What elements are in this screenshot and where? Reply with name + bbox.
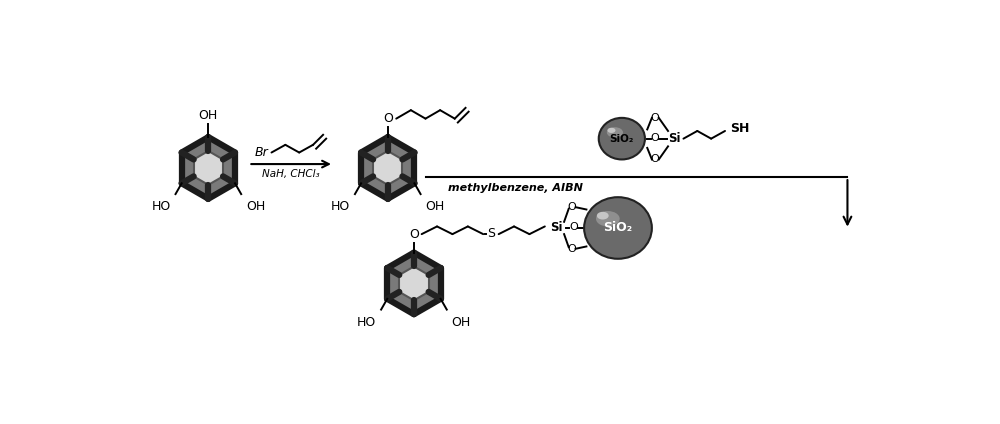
Text: O: O	[651, 133, 659, 143]
Text: OH: OH	[199, 109, 218, 123]
Polygon shape	[182, 137, 235, 199]
Text: methylbenzene, AIBN: methylbenzene, AIBN	[448, 183, 583, 192]
Text: O: O	[651, 113, 659, 123]
Ellipse shape	[607, 127, 623, 138]
Text: OH: OH	[246, 200, 265, 213]
Text: O: O	[384, 112, 393, 125]
Text: O: O	[409, 228, 419, 241]
Text: O: O	[567, 202, 576, 212]
Text: Si: Si	[668, 132, 680, 145]
Text: HO: HO	[152, 200, 171, 213]
Polygon shape	[194, 151, 223, 185]
Text: SH: SH	[730, 122, 750, 135]
Ellipse shape	[596, 211, 620, 226]
Ellipse shape	[607, 128, 615, 133]
Text: O: O	[567, 244, 576, 254]
Text: NaH, CHCl₃: NaH, CHCl₃	[262, 169, 320, 179]
Text: SiO₂: SiO₂	[603, 221, 633, 234]
Text: O: O	[651, 154, 659, 165]
Ellipse shape	[599, 118, 645, 159]
Ellipse shape	[597, 212, 609, 220]
Text: Si: Si	[550, 221, 563, 234]
Text: SiO₂: SiO₂	[610, 134, 634, 144]
Polygon shape	[399, 266, 429, 300]
Text: OH: OH	[451, 316, 471, 329]
Text: HO: HO	[357, 316, 376, 329]
Text: HO: HO	[331, 200, 350, 213]
Polygon shape	[373, 151, 402, 185]
Polygon shape	[361, 137, 414, 199]
Polygon shape	[387, 253, 441, 314]
Text: S: S	[487, 227, 495, 240]
Text: O: O	[569, 222, 578, 232]
Text: Br: Br	[255, 146, 268, 159]
Text: OH: OH	[425, 200, 444, 213]
Ellipse shape	[584, 197, 652, 259]
